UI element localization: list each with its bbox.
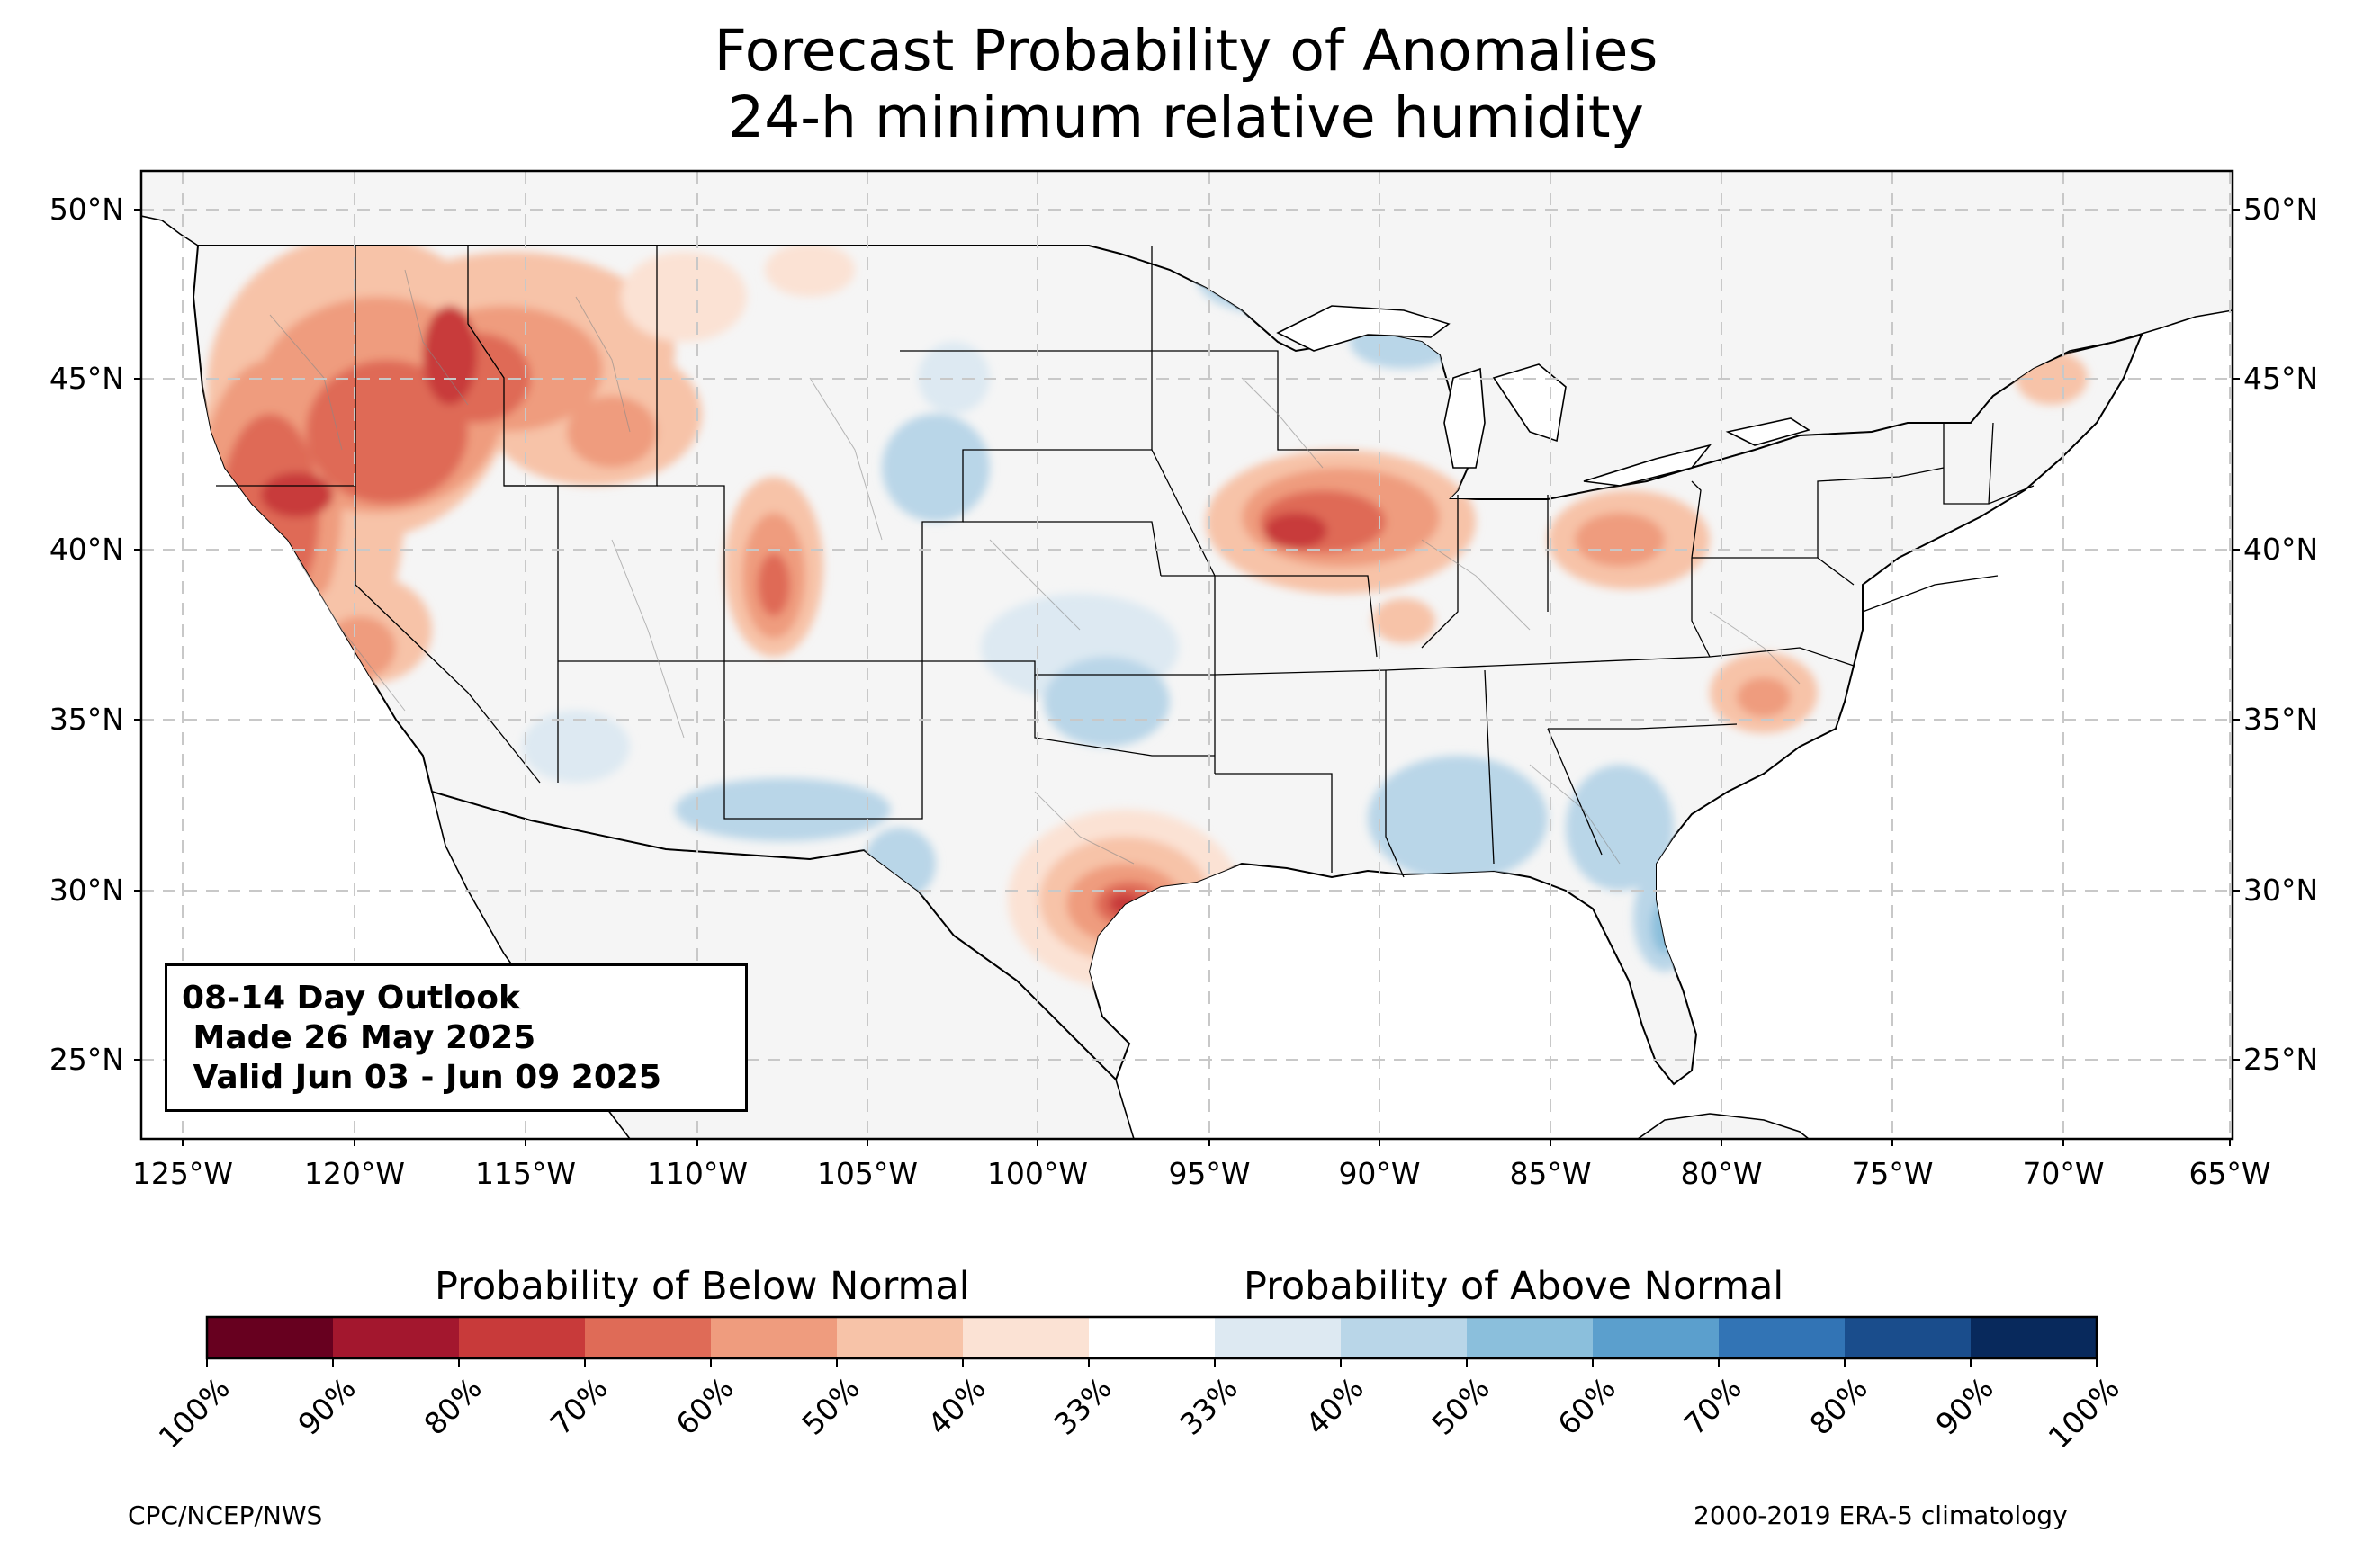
lon-label: 80°W — [1680, 1156, 1763, 1191]
colorbar — [206, 1317, 2098, 1367]
lon-label: 95°W — [1168, 1156, 1251, 1191]
lon-label: 110°W — [646, 1156, 749, 1191]
lat-label-left: 30°N — [49, 873, 124, 908]
map-title: Forecast Probability of Anomalies — [714, 18, 1658, 84]
colorbar-swatch — [459, 1317, 586, 1358]
colorbar-swatch — [585, 1317, 712, 1358]
colorbar-swatch — [1089, 1317, 1216, 1358]
outlook-made-date: Made 26 May 2025 — [182, 1019, 536, 1056]
lon-label: 100°W — [986, 1156, 1089, 1191]
colorbar-swatch — [837, 1317, 964, 1358]
lat-label-right: 45°N — [2243, 361, 2319, 396]
lon-label: 65°W — [2188, 1156, 2271, 1191]
colorbar-swatch — [1215, 1317, 1342, 1358]
lon-label: 125°W — [131, 1156, 234, 1191]
colorbar-swatch — [1467, 1317, 1594, 1358]
colorbar-swatch — [1593, 1317, 1720, 1358]
lon-label: 85°W — [1509, 1156, 1592, 1191]
outlook-period: 08-14 Day Outlook — [182, 980, 520, 1017]
lon-label: 90°W — [1338, 1156, 1421, 1191]
colorbar-above-label: Probability of Above Normal — [1244, 1264, 1784, 1309]
outlook-valid-range: Valid Jun 03 - Jun 09 2025 — [182, 1059, 662, 1096]
colorbar-frame — [205, 1315, 2098, 1360]
axis-ticks — [134, 209, 2240, 1146]
colorbar-swatch — [963, 1317, 1090, 1358]
lat-label-left: 40°N — [49, 532, 124, 567]
lon-label: 115°W — [474, 1156, 577, 1191]
colorbar-swatch — [1845, 1317, 1972, 1358]
colorbar-below-label: Probability of Below Normal — [435, 1264, 970, 1309]
lat-label-right: 30°N — [2243, 873, 2319, 908]
lat-label-right: 35°N — [2243, 702, 2319, 737]
colorbar-swatch — [711, 1317, 838, 1358]
credit-left: CPC/NCEP/NWS — [128, 1501, 323, 1530]
great-lakes — [1276, 305, 1810, 487]
credit-right: 2000-2019 ERA-5 climatology — [1694, 1501, 2068, 1530]
colorbar-swatch — [1719, 1317, 1846, 1358]
lon-label: 70°W — [2022, 1156, 2105, 1191]
colorbar-swatch — [1971, 1317, 2098, 1358]
colorbar-swatch — [1341, 1317, 1468, 1358]
cuba-land — [1636, 1113, 1810, 1139]
lat-label-right: 40°N — [2243, 532, 2319, 567]
colorbar-swatch — [207, 1317, 334, 1358]
lon-label: 105°W — [816, 1156, 919, 1191]
lat-label-right: 25°N — [2243, 1042, 2319, 1077]
lon-label: 75°W — [1851, 1156, 1934, 1191]
lat-label-left: 50°N — [49, 192, 124, 227]
lat-label-left: 35°N — [49, 702, 124, 737]
lat-label-right: 50°N — [2243, 192, 2319, 227]
lat-label-left: 45°N — [49, 361, 124, 396]
map-subtitle: 24-h minimum relative humidity — [728, 85, 1644, 150]
lat-label-left: 25°N — [49, 1042, 124, 1077]
lon-label: 120°W — [303, 1156, 406, 1191]
outlook-info-box: 08-14 Day Outlook Made 26 May 2025 Valid… — [165, 963, 748, 1112]
map-frame — [139, 169, 2234, 1141]
colorbar-swatch — [333, 1317, 460, 1358]
